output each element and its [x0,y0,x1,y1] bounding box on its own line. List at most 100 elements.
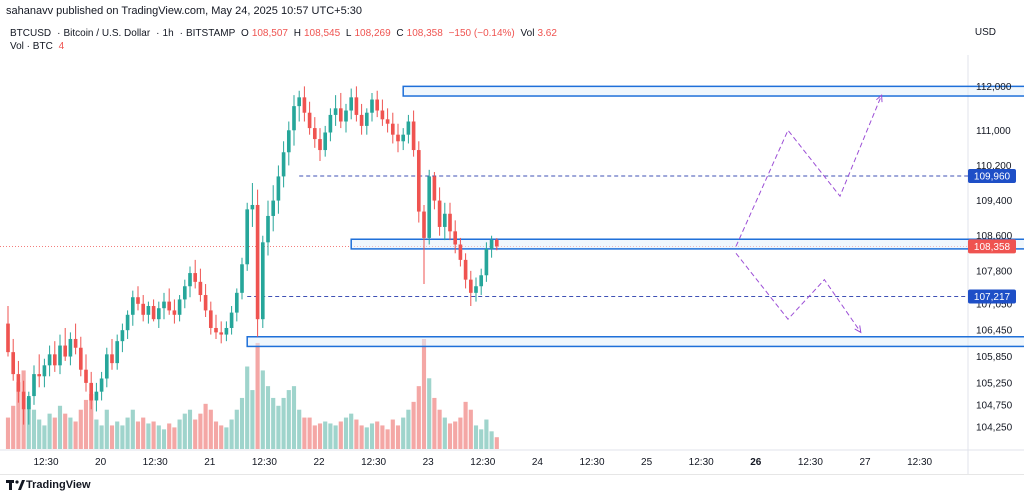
volume-bar [458,417,463,449]
time-tick-label: 22 [313,457,325,468]
candle-body [99,378,104,392]
price-marker-label: 108,358 [974,242,1011,253]
candle-body [89,382,94,401]
time-tick-label: 21 [204,457,216,468]
publisher-bar: sahanavv published on TradingView.com, M… [0,0,1024,22]
volume-bar [354,419,359,449]
volume-bar [135,421,141,449]
volume-series-value: 4 [58,41,65,52]
price-tick-label: 108,600 [976,231,1013,242]
volume-bar [416,386,421,449]
candle-body [156,308,161,320]
candle-body [344,110,348,122]
projection-path [735,252,862,333]
time-tick-label: 24 [532,457,544,468]
candle-body [271,200,276,216]
candle-body [11,352,16,375]
volume-bar [484,419,489,449]
close-label: C [396,28,404,39]
time-tick-label: 25 [641,457,653,468]
volume-bar [167,423,172,449]
volume-bar [349,413,354,449]
candle-body [130,297,135,315]
candle-body [37,374,42,377]
candle-body [21,391,26,410]
volume-bar [406,409,411,449]
volume-bar [224,427,229,449]
candle-body [110,354,114,364]
volume-bar [52,417,57,449]
volume-bar [151,421,156,449]
time-tick-label: 20 [95,457,107,468]
volume-bar [421,339,427,449]
footer-brand[interactable]: TradingView [26,479,91,491]
volume-bar [463,401,468,449]
footer-bar: TradingView [0,474,1024,496]
candle-body [255,204,260,320]
candle-body [16,374,21,392]
volume-bar [369,423,375,449]
candle-body [370,99,374,113]
volume-bar [375,421,380,449]
candle-body [167,301,172,311]
volume-bar [260,370,265,449]
volume-bar [94,419,99,449]
vol-value: 3.62 [537,28,557,39]
candle-body [406,121,411,135]
candle-body [266,215,270,243]
candle-body [297,97,302,107]
candle-body [47,354,52,366]
supply-demand-zone [402,85,1024,97]
volume-bar [16,382,21,449]
volume-bar [317,423,323,449]
low-value: 108,269 [354,28,391,39]
volume-bar [78,409,83,449]
interval-label: 1h [162,28,174,39]
candle-body [198,281,203,296]
volume-bar [47,413,52,449]
volume-bar [401,417,406,449]
candle-body [68,338,73,357]
time-axis[interactable]: 12:30 20 12:30 21 12:30 22 12:30 23 12:30 24 12:30… [33,457,932,468]
close-value: 108,358 [406,28,443,39]
candle-body [125,314,130,331]
candle-body [390,123,395,135]
volume-bar [125,417,130,449]
price-tick-label: 111,000 [976,126,1011,137]
candle-body [58,345,62,366]
price-tick-label: 104,750 [976,400,1013,411]
price-tick-label: 109,400 [976,196,1013,207]
symbol-name[interactable]: BTCUSD [10,28,52,39]
price-chart[interactable]: 112,000 111,000 110,200 109,400 108,600 107,8… [0,0,1024,474]
time-tick-label: 12:30 [252,457,277,468]
volume-bar [104,409,109,449]
time-tick-label: 12:30 [470,457,495,468]
candle-body [349,97,354,111]
volume-bar [453,421,458,449]
volume-bar [89,394,94,449]
candle-body [193,273,198,282]
candle-body [32,374,36,397]
volume-bar [323,421,328,449]
candle-body [396,134,400,142]
volume-bar [68,417,73,449]
volume-bar [245,366,250,449]
candle-body [318,139,322,151]
price-axis[interactable]: 112,000 111,000 110,200 109,400 108,600 107,8… [976,82,1013,433]
candle-body [281,152,286,177]
volume-bar [213,421,219,449]
candle-body [458,244,463,260]
volume-bar [239,397,245,449]
time-tick-label: 12:30 [798,457,823,468]
volume-bar [42,425,47,449]
candle-body [479,275,484,287]
candle-body [494,239,499,247]
candle-body [416,150,421,212]
candle-body [484,248,489,276]
candle-body [146,306,151,315]
volume-series-label[interactable]: Vol · BTC [10,41,53,52]
currency-label[interactable]: USD [974,27,996,38]
candle-body [432,176,437,201]
candle-body [323,132,328,151]
time-tick-label: 26 [750,457,762,468]
